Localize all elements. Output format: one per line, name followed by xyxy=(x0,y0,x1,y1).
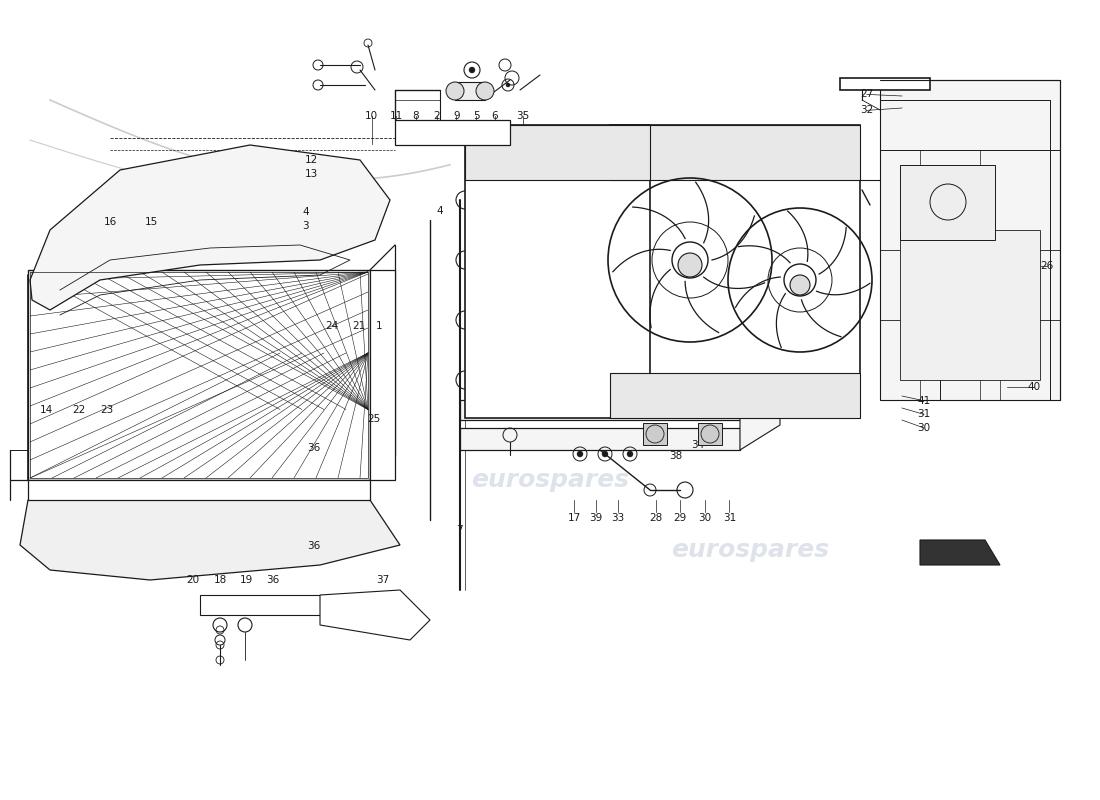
Bar xyxy=(460,428,740,450)
Text: 16: 16 xyxy=(103,218,117,227)
Circle shape xyxy=(53,488,57,492)
Text: 29: 29 xyxy=(673,514,686,523)
Text: 11: 11 xyxy=(389,111,403,121)
Bar xyxy=(880,80,1060,400)
Text: 21: 21 xyxy=(352,322,365,331)
Bar xyxy=(370,270,395,480)
Text: 6: 6 xyxy=(492,111,498,121)
Text: 33: 33 xyxy=(612,514,625,523)
Text: 32: 32 xyxy=(860,106,873,115)
Text: 34: 34 xyxy=(691,440,704,450)
Text: 41: 41 xyxy=(917,396,931,406)
Bar xyxy=(30,272,368,478)
Text: 22: 22 xyxy=(73,406,86,415)
Text: eurospares: eurospares xyxy=(471,468,629,492)
Text: 36: 36 xyxy=(307,541,320,550)
Text: 37: 37 xyxy=(376,575,389,585)
Bar xyxy=(900,230,1040,380)
Text: 30: 30 xyxy=(698,514,712,523)
Text: 12: 12 xyxy=(305,155,318,165)
Circle shape xyxy=(469,67,475,73)
Polygon shape xyxy=(200,595,360,615)
Bar xyxy=(610,125,860,418)
Polygon shape xyxy=(740,400,780,450)
Text: 7: 7 xyxy=(456,525,463,534)
Text: 25: 25 xyxy=(367,414,381,424)
Circle shape xyxy=(790,275,810,295)
Text: 23: 23 xyxy=(100,406,113,415)
Bar xyxy=(840,78,929,90)
Circle shape xyxy=(381,348,385,352)
Circle shape xyxy=(476,82,494,100)
Bar xyxy=(698,423,722,445)
Circle shape xyxy=(446,82,464,100)
Text: 36: 36 xyxy=(307,443,320,453)
Text: 13: 13 xyxy=(305,170,318,179)
Circle shape xyxy=(506,83,510,87)
Circle shape xyxy=(627,451,632,457)
Text: 14: 14 xyxy=(40,406,53,415)
Text: 35: 35 xyxy=(516,111,529,121)
Circle shape xyxy=(381,378,385,382)
Polygon shape xyxy=(320,590,430,640)
Polygon shape xyxy=(28,480,370,500)
Bar xyxy=(610,125,860,180)
Text: 19: 19 xyxy=(240,575,253,585)
Text: 28: 28 xyxy=(649,514,662,523)
Polygon shape xyxy=(395,120,510,145)
Text: 17: 17 xyxy=(568,514,581,523)
Text: 38: 38 xyxy=(669,451,682,461)
Polygon shape xyxy=(920,540,1000,565)
Polygon shape xyxy=(30,145,390,310)
Text: eurospares: eurospares xyxy=(471,268,629,292)
Bar xyxy=(610,373,860,418)
Text: 39: 39 xyxy=(590,514,603,523)
Text: 3: 3 xyxy=(302,221,309,230)
Circle shape xyxy=(678,253,702,277)
Text: 20: 20 xyxy=(186,575,199,585)
Bar xyxy=(465,125,650,180)
Text: 31: 31 xyxy=(723,514,736,523)
Text: 31: 31 xyxy=(917,410,931,419)
Text: 40: 40 xyxy=(1027,382,1041,392)
Text: 5: 5 xyxy=(473,111,480,121)
Text: eurospares: eurospares xyxy=(141,268,299,292)
Bar xyxy=(455,82,485,100)
Polygon shape xyxy=(28,270,370,480)
Text: 18: 18 xyxy=(213,575,227,585)
Bar xyxy=(644,423,667,445)
Circle shape xyxy=(578,451,583,457)
Bar xyxy=(465,125,650,418)
Text: 1: 1 xyxy=(376,322,383,331)
Text: 9: 9 xyxy=(453,111,460,121)
Text: 4: 4 xyxy=(437,206,443,216)
Text: 4: 4 xyxy=(302,207,309,217)
Circle shape xyxy=(381,438,385,442)
Text: 30: 30 xyxy=(917,423,931,433)
Text: 15: 15 xyxy=(145,218,158,227)
Text: 26: 26 xyxy=(1041,261,1054,270)
Circle shape xyxy=(602,451,608,457)
Text: 2: 2 xyxy=(433,111,440,121)
Text: eurospares: eurospares xyxy=(671,538,829,562)
Bar xyxy=(900,165,996,240)
Text: 24: 24 xyxy=(326,322,339,331)
Text: 27: 27 xyxy=(860,90,873,99)
Polygon shape xyxy=(20,500,400,580)
Text: 10: 10 xyxy=(365,111,378,121)
Bar xyxy=(460,400,740,420)
Circle shape xyxy=(381,408,385,412)
Text: 8: 8 xyxy=(412,111,419,121)
Circle shape xyxy=(844,172,860,188)
Text: 36: 36 xyxy=(266,575,279,585)
